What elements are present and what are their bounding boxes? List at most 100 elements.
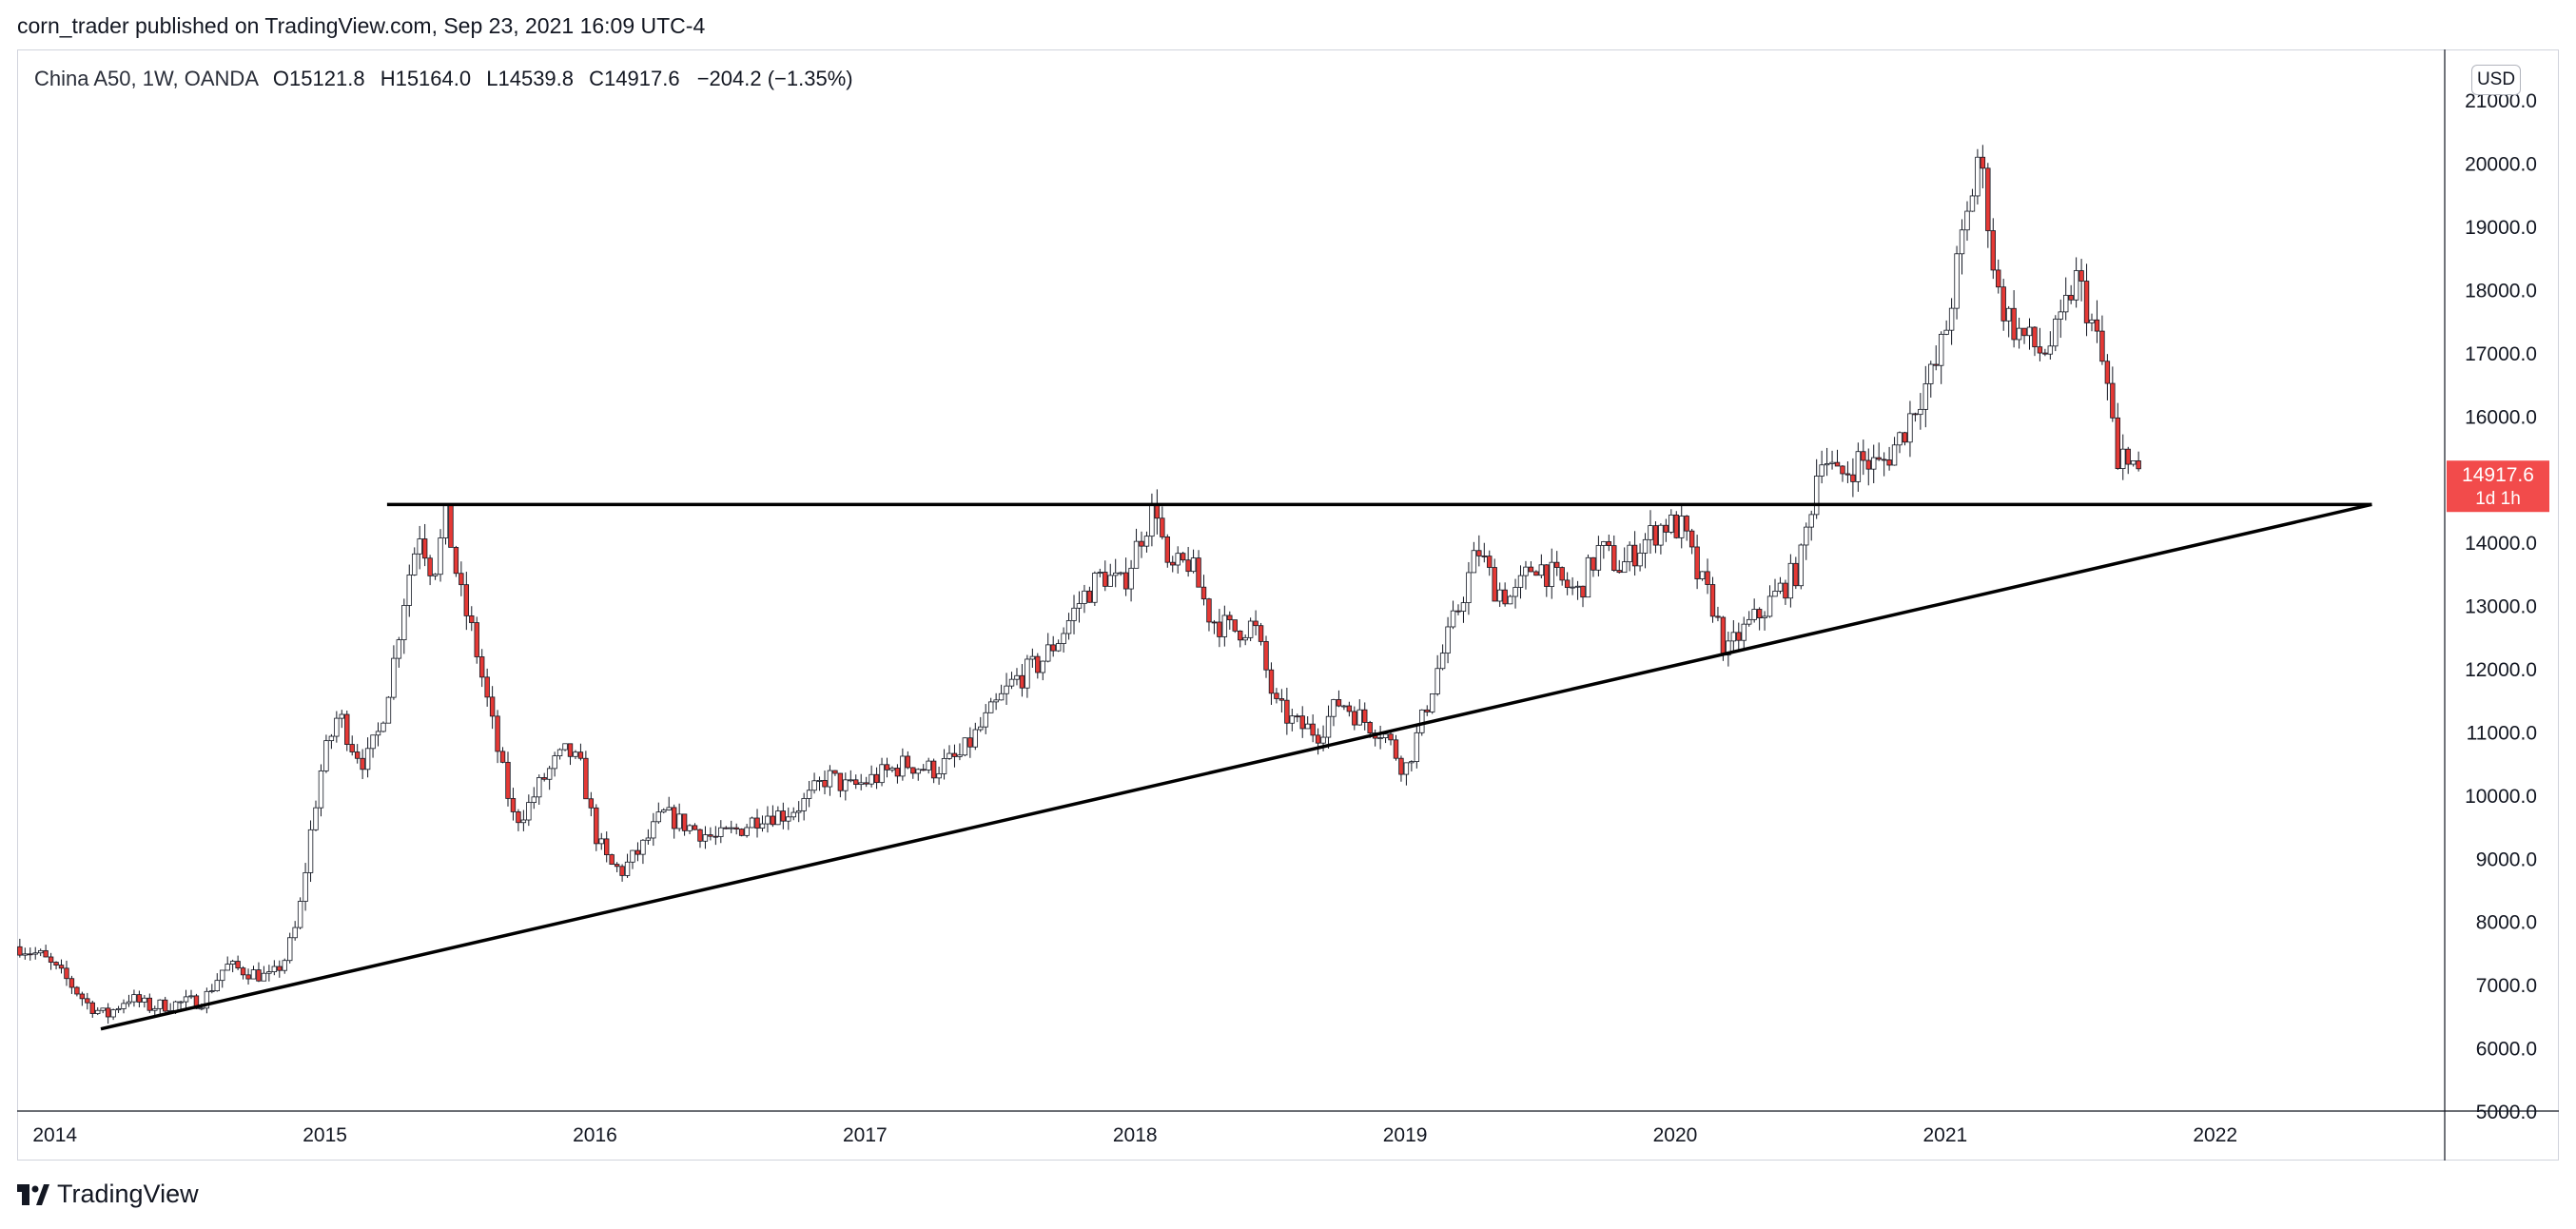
candle (1055, 639, 1062, 653)
candle (48, 952, 54, 970)
candle-body (676, 813, 682, 829)
candle-body (1819, 464, 1825, 477)
candle (1050, 635, 1056, 657)
candle-body (1076, 603, 1083, 609)
candle (630, 849, 635, 869)
candle-body (1424, 709, 1430, 712)
tradingview-brand[interactable]: TradingView (17, 1180, 199, 1209)
candle-body (1242, 636, 1248, 641)
candle-body (1107, 575, 1113, 587)
candle (100, 1007, 106, 1014)
candle (1766, 585, 1773, 618)
candle (2094, 300, 2100, 343)
candle (1741, 616, 1747, 650)
candle-body (95, 1009, 101, 1014)
candle-body (459, 573, 464, 586)
candle-body (1871, 457, 1877, 470)
candle (687, 824, 693, 834)
candle-body (863, 782, 869, 785)
candle (297, 897, 303, 929)
candle (1398, 755, 1404, 782)
candle-body (1382, 733, 1389, 738)
candle (292, 921, 298, 941)
candle (1175, 546, 1181, 574)
candle (58, 959, 65, 974)
candle (2068, 284, 2074, 304)
candle (318, 764, 324, 817)
candle (1570, 576, 1575, 595)
candle (1730, 619, 1737, 652)
candle-body (1663, 524, 1669, 533)
candle-body (1751, 609, 1757, 620)
candle-body (1274, 693, 1279, 699)
candle (1481, 542, 1487, 563)
candle (1487, 550, 1493, 576)
candle-body (978, 726, 984, 731)
candle (2083, 263, 2090, 337)
candle (370, 734, 376, 758)
candle-body (1507, 595, 1513, 605)
candle-body (1185, 559, 1191, 573)
candle-body (692, 825, 698, 830)
candle (951, 744, 958, 768)
candle (692, 823, 698, 830)
candle (1331, 698, 1337, 727)
candle-body (1595, 545, 1602, 571)
candle-body (624, 861, 631, 876)
candle-body (941, 757, 947, 774)
candle-body (499, 751, 506, 763)
candle-body (1834, 461, 1841, 467)
candle (1455, 604, 1461, 615)
candle (1886, 446, 1892, 471)
candle-body (1554, 561, 1560, 568)
candle (1631, 531, 1638, 576)
candle (1933, 345, 1939, 371)
candle-body (271, 966, 278, 973)
candle (1377, 725, 1383, 750)
last-price-tag-bg (2447, 460, 2549, 513)
candle (1238, 630, 1243, 648)
candle (85, 992, 90, 1010)
candle-body (604, 838, 610, 855)
candle (1122, 557, 1129, 596)
candle (1918, 393, 1923, 430)
candle-body (245, 974, 251, 980)
candle-body (614, 864, 620, 868)
candle-body (334, 717, 340, 737)
candle-body (17, 946, 23, 956)
candle (1014, 668, 1020, 686)
candle-body (2078, 270, 2084, 282)
candle-body (126, 1001, 132, 1005)
candle (1517, 565, 1524, 599)
candle-body (1544, 564, 1550, 587)
candle-body (110, 1009, 116, 1018)
candle-body (1627, 544, 1632, 563)
candle (1128, 559, 1134, 602)
candle (1430, 693, 1435, 714)
candle-body (453, 547, 459, 575)
publisher-caption: corn_trader published on TradingView.com… (17, 13, 706, 38)
candle-body (2053, 319, 2059, 347)
candle (1496, 582, 1503, 608)
chart-frame (17, 49, 2559, 1161)
candle (1804, 522, 1809, 560)
symbol-title[interactable]: China A50, 1W, OANDA (34, 67, 258, 90)
candle-body (765, 815, 771, 825)
candle (775, 806, 781, 826)
candle-body (926, 760, 931, 771)
currency-button[interactable]: USD (2471, 65, 2521, 95)
candle (105, 1003, 111, 1024)
candle-body (2000, 286, 2006, 322)
candle (1688, 528, 1695, 555)
candle (651, 812, 656, 847)
candle (1315, 728, 1321, 755)
candle (2136, 451, 2141, 472)
candle (1897, 431, 1903, 454)
candle-body (381, 722, 386, 732)
candle-body (1118, 572, 1123, 575)
candle-body (1295, 715, 1300, 718)
candle (1247, 617, 1254, 642)
candle (676, 803, 682, 832)
candle (1393, 734, 1399, 761)
